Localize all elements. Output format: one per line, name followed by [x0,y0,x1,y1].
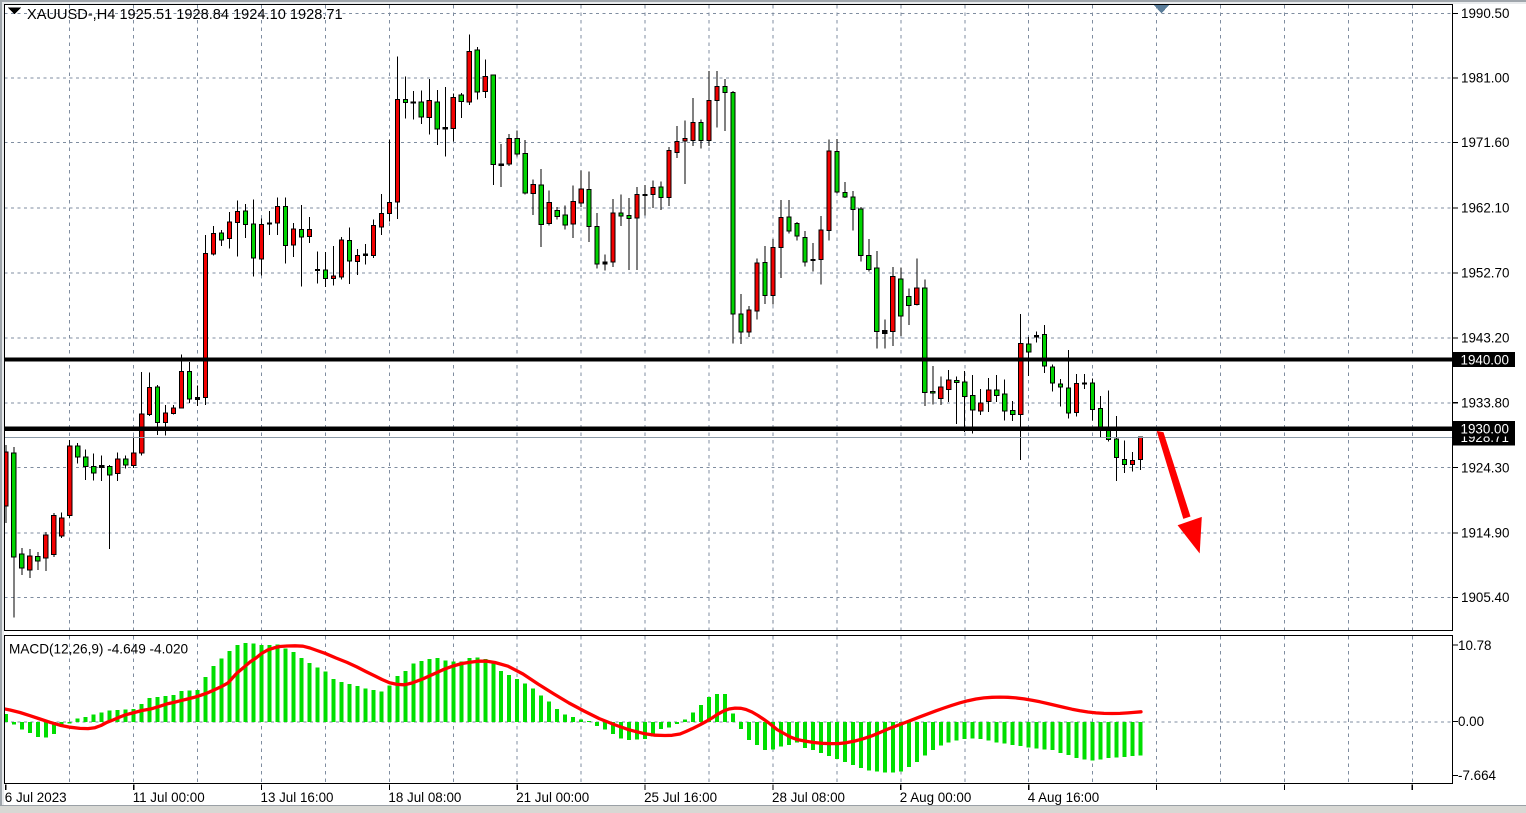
svg-text:1914.90: 1914.90 [1461,526,1509,541]
svg-text:21 Jul 00:00: 21 Jul 00:00 [516,790,589,805]
svg-text:13 Jul 16:00: 13 Jul 16:00 [261,790,334,805]
svg-text:2 Aug 00:00: 2 Aug 00:00 [900,790,971,805]
svg-text:1905.40: 1905.40 [1461,590,1509,605]
svg-text:6 Jul 2023: 6 Jul 2023 [5,790,67,805]
svg-text:XAUUSD-,H4 1925.51 1928.84 19: XAUUSD-,H4 1925.51 1928.84 1924.10 1928.… [27,7,343,23]
svg-text:1981.00: 1981.00 [1461,71,1509,86]
svg-text:0.00: 0.00 [1458,714,1484,729]
svg-text:1924.30: 1924.30 [1461,460,1509,475]
svg-text:1943.20: 1943.20 [1461,331,1509,346]
svg-text:1930.00: 1930.00 [1461,422,1509,437]
svg-text:-7.664: -7.664 [1458,768,1497,783]
svg-text:25 Jul 16:00: 25 Jul 16:00 [644,790,717,805]
svg-text:1952.70: 1952.70 [1461,266,1509,281]
svg-text:1940.00: 1940.00 [1461,352,1509,367]
svg-text:1933.80: 1933.80 [1461,396,1509,411]
svg-text:1962.10: 1962.10 [1461,201,1509,216]
svg-text:4 Aug 16:00: 4 Aug 16:00 [1028,790,1099,805]
svg-text:1971.60: 1971.60 [1461,135,1509,150]
svg-text:11 Jul 00:00: 11 Jul 00:00 [133,790,205,805]
svg-text:10.78: 10.78 [1458,638,1492,653]
svg-text:18 Jul 08:00: 18 Jul 08:00 [388,790,461,805]
svg-text:1990.50: 1990.50 [1461,6,1509,21]
svg-text:MACD(12,26,9) -4.649 -4.020: MACD(12,26,9) -4.649 -4.020 [9,642,189,657]
svg-text:28 Jul 08:00: 28 Jul 08:00 [772,790,845,805]
